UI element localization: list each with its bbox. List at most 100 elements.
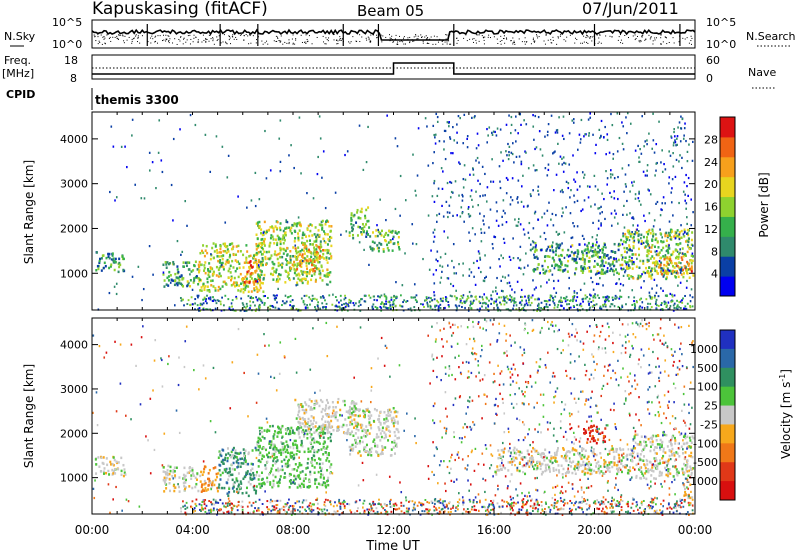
noise-point [404,43,406,45]
data-cell [310,252,313,255]
data-cell [672,141,675,144]
data-cell [674,256,677,260]
data-cell [415,300,418,303]
noise-point [220,42,222,44]
data-cell [461,199,464,202]
data-cell [675,270,678,273]
data-cell [683,264,686,268]
data-cell [685,286,688,289]
data-cell [530,301,533,304]
data-cell [664,254,667,257]
data-cell [550,218,552,221]
data-cell [309,428,312,431]
data-cell [674,237,677,240]
data-cell [518,155,521,158]
data-cell [673,235,676,238]
data-cell [261,259,264,263]
data-cell [537,218,540,221]
data-cell [233,481,236,484]
data-cell [677,275,680,279]
data-cell [274,306,277,309]
noise-point [690,40,692,42]
data-cell [272,484,275,488]
data-cell [299,471,302,474]
data-cell [638,266,641,270]
data-cell [364,294,367,297]
data-cell [579,257,582,261]
data-cell [196,268,199,271]
data-cell [670,253,673,257]
data-cell [279,119,282,122]
data-cell [299,224,302,228]
data-cell [313,441,316,444]
noise-point [235,36,237,38]
data-cell [342,423,345,427]
data-cell [557,243,560,247]
noise-point [150,42,152,44]
data-cell [513,297,516,300]
data-cell [224,456,227,460]
data-cell [311,263,314,267]
data-cell [247,295,250,298]
data-cell [433,294,436,297]
data-cell [425,299,428,302]
data-cell [299,424,302,428]
data-cell [670,261,673,265]
data-cell [269,455,272,459]
data-cell [483,293,486,296]
data-cell [587,266,590,270]
data-cell [554,304,556,307]
data-cell [202,282,205,286]
data-cell [436,299,439,302]
noise-point [666,43,668,45]
data-cell [326,431,329,435]
data-cell [613,265,615,268]
data-cell [210,284,213,287]
data-cell [508,281,511,284]
data-cell [126,165,128,169]
noise-point [427,39,429,41]
data-cell [245,277,248,280]
noise-trace [91,24,696,46]
data-cell [208,289,211,292]
noise-point [478,34,480,36]
data-cell [375,409,378,412]
data-cell [393,452,396,455]
data-cell [306,304,309,307]
data-cell [631,267,634,270]
data-cell [530,249,532,252]
data-cell [485,296,488,299]
data-cell [303,257,306,260]
data-cell [313,466,316,469]
data-cell [322,230,325,233]
noise-point [585,37,587,39]
data-cell [321,427,324,431]
data-cell [534,169,537,172]
noise-point [174,38,176,40]
data-cell [329,439,332,443]
data-cell [336,401,339,404]
data-cell [631,253,634,256]
data-cell [205,298,208,301]
data-cell [479,307,481,310]
data-cell [657,266,660,269]
data-cell [272,473,275,477]
data-cell [540,249,543,252]
data-cell [216,251,219,255]
data-cell [199,480,202,483]
data-cell [245,471,248,474]
data-cell [611,303,614,306]
noise-point [392,41,394,43]
data-cell [564,268,567,271]
noise-point [97,34,99,36]
data-cell [269,272,272,276]
data-cell [429,305,432,308]
data-cell [595,143,597,146]
noise-point [180,36,182,38]
data-cell [464,306,466,310]
data-cell [450,152,452,155]
data-cell [349,301,352,304]
data-cell [163,490,166,493]
data-cell [485,306,487,309]
data-cell [381,429,384,433]
